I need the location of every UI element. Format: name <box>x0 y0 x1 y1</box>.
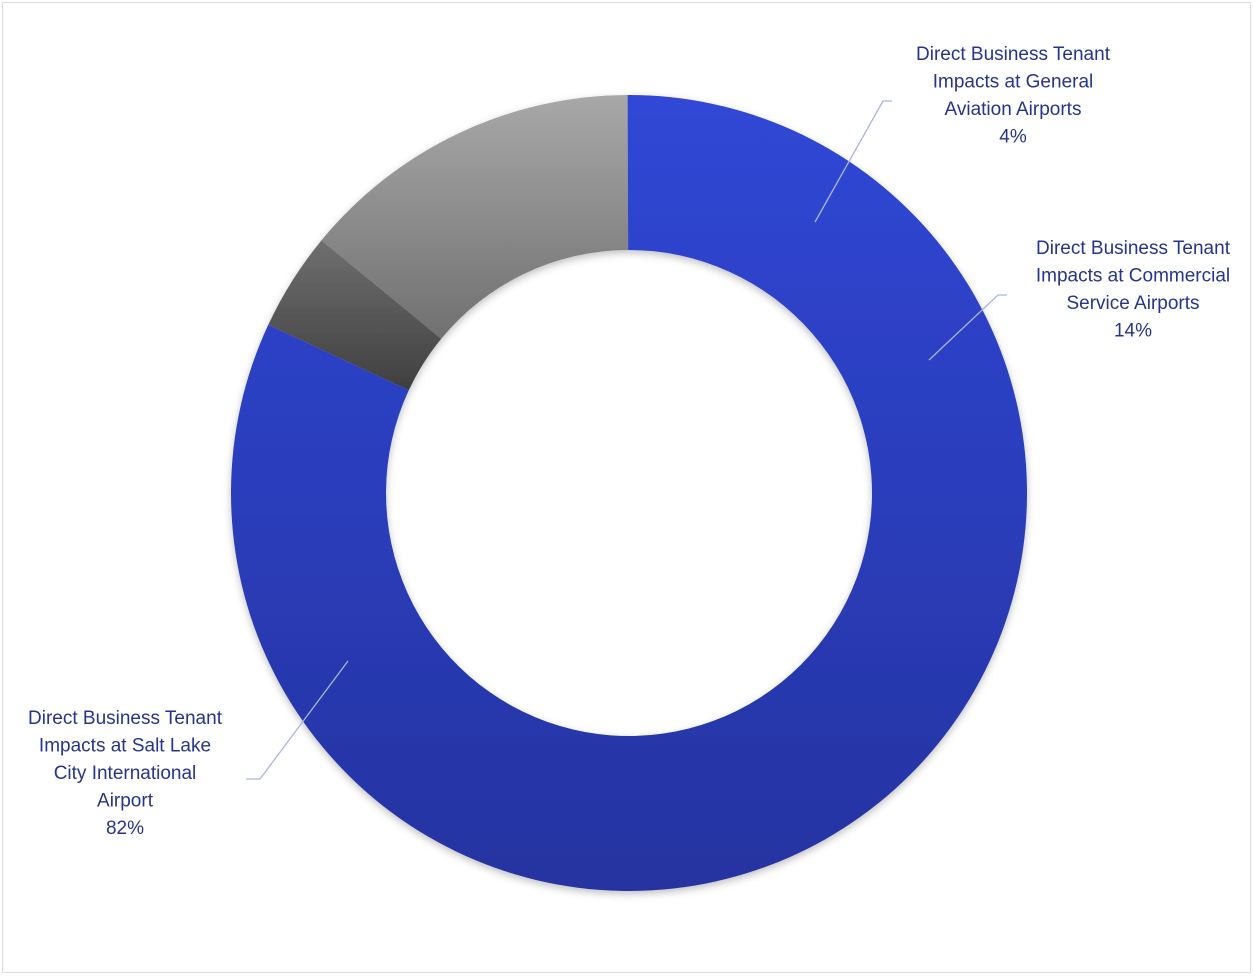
category-label-line: Airport <box>97 791 154 812</box>
percent-label: 4% <box>999 127 1027 148</box>
doughnut-chart: Direct Business Tenant Impacts at General… <box>28 44 1231 892</box>
category-label-line: Service Airports <box>1066 293 1199 314</box>
category-label-line: Impacts at Salt Lake <box>39 736 211 757</box>
category-label-line: Impacts at General <box>933 72 1094 93</box>
data-label-salt-lake-city: Direct Business Tenant Impacts at Salt La… <box>28 708 223 839</box>
category-label-line: Direct Business Tenant <box>1036 238 1231 259</box>
slice-commercial-service <box>321 95 629 339</box>
data-label-commercial-service: Direct Business Tenant Impacts at Commerc… <box>1036 238 1231 342</box>
category-label-line: Direct Business Tenant <box>916 44 1111 65</box>
leader-line-general-aviation <box>814 100 892 223</box>
data-label-general-aviation: Direct Business Tenant Impacts at General… <box>916 44 1111 148</box>
leader-line-commercial-service <box>928 294 1007 361</box>
category-label-line: City International <box>54 763 197 784</box>
slice-general-aviation <box>268 240 442 391</box>
slice-salt-lake-city <box>230 95 1027 892</box>
percent-label: 14% <box>1114 321 1152 342</box>
category-label-line: Aviation Airports <box>945 99 1082 120</box>
percent-label: 82% <box>106 818 144 839</box>
leader-line-salt-lake-city <box>246 660 349 780</box>
category-label-line: Impacts at Commercial <box>1036 266 1230 287</box>
category-label-line: Direct Business Tenant <box>28 708 223 729</box>
